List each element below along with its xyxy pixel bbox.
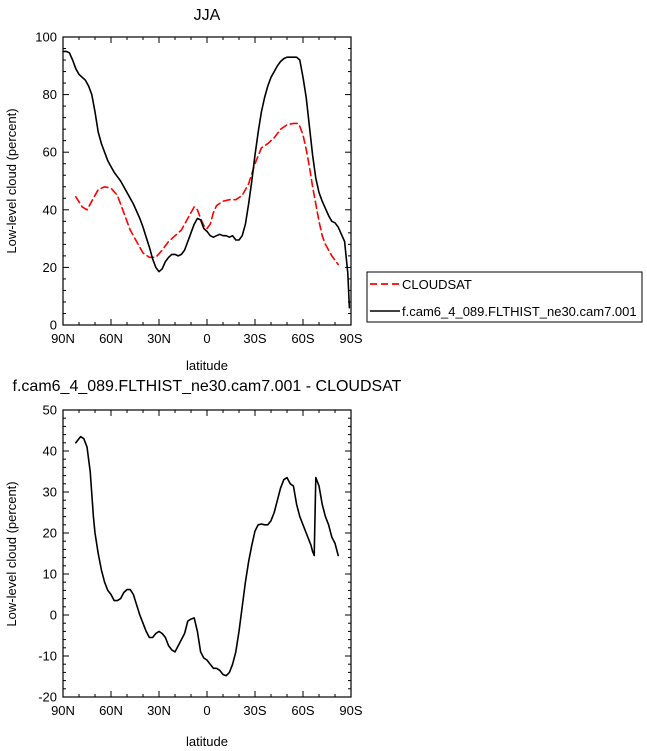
bottom-panel: f.cam6_4_089.FLTHIST_ne30.cam7.001 - CLO… xyxy=(4,378,402,749)
y-tick-label: 10 xyxy=(43,567,57,582)
x-tick-label: 30S xyxy=(243,703,266,718)
x-tick-label: 90N xyxy=(51,703,75,718)
x-tick-label: 60N xyxy=(99,703,123,718)
x-tick-label: 60N xyxy=(99,331,123,346)
plot-frame xyxy=(62,409,352,698)
y-tick-label: 50 xyxy=(43,403,57,418)
legend-cloudsat-label: CLOUDSAT xyxy=(402,277,472,292)
x-tick-label: 60S xyxy=(291,703,314,718)
top-panel: JJA 90N 60N 30N 0 30S 60S 90S 0 20 40 60 80 100 lati… xyxy=(4,7,643,373)
legend-model-label: f.cam6_4_089.FLTHIST_ne30.cam7.001 xyxy=(402,304,637,319)
y-tick-label: 20 xyxy=(43,526,57,541)
series-line-difference xyxy=(75,435,340,677)
x-tick-label: 30N xyxy=(147,331,171,346)
x-tick-label: 0 xyxy=(203,331,210,346)
x-tick-label: 0 xyxy=(203,703,210,718)
x-tick-label: 60S xyxy=(291,331,314,346)
bottom-chart-title: f.cam6_4_089.FLTHIST_ne30.cam7.001 - CLO… xyxy=(13,378,402,395)
y-tick-label: 100 xyxy=(35,30,57,45)
series-line-cloudsat xyxy=(75,122,340,266)
top-y-axis-label: Low-level cloud (percent) xyxy=(4,108,19,253)
x-tick-label: 30S xyxy=(243,331,266,346)
y-tick-label: 20 xyxy=(43,260,57,275)
y-tick-label: 0 xyxy=(50,318,57,333)
y-tick-label: -20 xyxy=(38,690,57,705)
y-tick-label: 60 xyxy=(43,145,57,160)
plot-frame xyxy=(62,36,352,326)
y-tick-label: 40 xyxy=(43,444,57,459)
bottom-y-axis-label: Low-level cloud (percent) xyxy=(4,481,19,626)
top-chart-title: JJA xyxy=(194,7,221,24)
bottom-plot-area: 90N 60N 30N 0 30S 60S 90S -20 -10 0 10 20 30 40 50 xyxy=(38,403,363,719)
legend-box xyxy=(366,271,643,323)
x-tick-label: 90S xyxy=(339,331,362,346)
y-tick-label: 80 xyxy=(43,87,57,102)
series-line-model xyxy=(62,50,351,309)
y-tick-label: 0 xyxy=(50,608,57,623)
bottom-x-axis-label: latitude xyxy=(186,734,228,749)
x-tick-label: 90N xyxy=(51,331,75,346)
y-tick-label: -10 xyxy=(38,649,57,664)
top-x-axis-label: latitude xyxy=(186,358,228,373)
y-tick-label: 30 xyxy=(43,485,57,500)
top-plot-area: 90N 60N 30N 0 30S 60S 90S 0 20 40 60 80 100 xyxy=(35,30,363,347)
x-tick-label: 90S xyxy=(339,703,362,718)
y-tick-label: 40 xyxy=(43,202,57,217)
legend: CLOUDSAT f.cam6_4_089.FLTHIST_ne30.cam7.… xyxy=(366,271,643,323)
x-tick-label: 30N xyxy=(147,703,171,718)
